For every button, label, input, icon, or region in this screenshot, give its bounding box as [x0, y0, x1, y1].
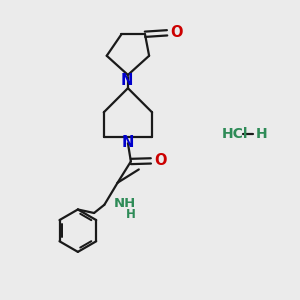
Text: N: N — [122, 135, 134, 150]
Text: O: O — [154, 153, 166, 168]
Text: O: O — [170, 25, 182, 40]
Text: HCl: HCl — [222, 127, 249, 141]
Text: H: H — [256, 127, 268, 141]
Text: NH: NH — [114, 197, 136, 210]
Text: N: N — [120, 73, 133, 88]
Text: H: H — [126, 208, 136, 221]
